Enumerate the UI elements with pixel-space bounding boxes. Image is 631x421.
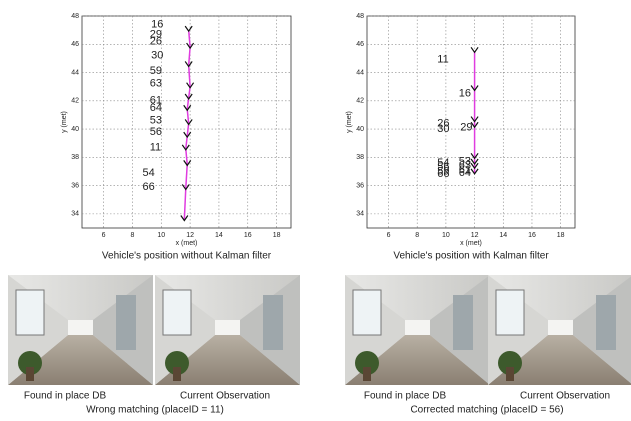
place-id-label: 16 — [151, 18, 163, 30]
y-tick-label: 36 — [356, 182, 364, 189]
place-id-label: 29 — [150, 28, 162, 40]
y-tick-label: 46 — [71, 41, 79, 48]
place-id-label: 63 — [459, 160, 471, 172]
panel-caption: Corrected matching (placeID = 56) — [410, 405, 563, 416]
y-tick-label: 46 — [356, 41, 364, 48]
photo-caption: Found in place DB — [364, 391, 447, 402]
position-marker — [470, 168, 479, 175]
place-id-label: 16 — [459, 88, 471, 100]
place-id-label: 26 — [437, 117, 449, 129]
position-marker — [181, 144, 190, 151]
x-tick-label: 14 — [215, 232, 223, 239]
place-id-label: 53 — [150, 114, 162, 126]
x-axis-label: x (met) — [176, 240, 198, 247]
y-tick-label: 44 — [71, 69, 79, 76]
photo — [344, 274, 491, 386]
place-id-label: 30 — [151, 49, 163, 61]
position-marker — [180, 215, 189, 222]
charts: 6 8 10 12 14 16 18 34 36 38 40 42 44 46 48 x (met) y (me… — [61, 13, 576, 262]
position-marker — [470, 158, 479, 166]
trajectory — [183, 30, 191, 220]
y-tick-label: 40 — [356, 126, 364, 133]
position-marker — [183, 131, 192, 139]
x-tick-label: 14 — [499, 232, 507, 239]
x-tick-label: 8 — [130, 232, 134, 239]
plot-area — [366, 15, 576, 229]
position-marker — [183, 104, 192, 112]
x-tick-label: 6 — [102, 232, 106, 239]
panel-caption: Wrong matching (placeID = 11) — [86, 405, 224, 416]
place-id-label: 56 — [150, 126, 162, 138]
place-id-label: 54 — [143, 167, 155, 179]
photo — [487, 274, 631, 386]
place-id-label: 26 — [150, 35, 162, 47]
x-tick-label: 12 — [471, 232, 479, 239]
y-tick-label: 44 — [356, 69, 364, 76]
place-id-label: 54 — [437, 157, 449, 169]
x-tick-label: 8 — [415, 232, 419, 239]
y-tick-label: 42 — [71, 98, 79, 105]
position-marker — [181, 184, 190, 191]
photo-caption: Found in place DB — [24, 391, 107, 402]
position-marker — [470, 162, 479, 170]
photo-caption: Current Observation — [520, 391, 610, 402]
position-marker — [470, 85, 479, 92]
y-axis-label: y (met) — [61, 111, 68, 133]
position-marker — [184, 61, 193, 68]
place-id-label: 61 — [150, 95, 162, 107]
position-marker — [183, 160, 192, 167]
y-tick-label: 34 — [71, 211, 79, 218]
y-tick-label: 40 — [71, 126, 79, 133]
chart-caption: Vehicle's position with Kalman filter — [393, 251, 549, 262]
y-tick-label: 38 — [356, 154, 364, 161]
position-marker — [470, 152, 479, 160]
place-id-label: 59 — [150, 65, 162, 77]
position-marker — [470, 116, 479, 123]
y-tick-label: 38 — [71, 154, 79, 161]
place-id-label: 11 — [437, 54, 448, 66]
photo-caption: Current Observation — [180, 391, 270, 402]
place-id-label: 29 — [460, 122, 472, 134]
y-axis-label: y (met) — [346, 111, 353, 133]
position-marker — [186, 82, 195, 89]
position-marker — [470, 121, 479, 129]
place-id-label: 66 — [437, 168, 449, 180]
y-tick-label: 42 — [356, 98, 364, 105]
chart: 6 8 10 12 14 16 18 34 36 38 40 42 44 46 48 x (met) y (me… — [61, 13, 292, 262]
place-id-label: 64 — [150, 102, 162, 114]
x-tick-label: 10 — [157, 232, 165, 239]
x-tick-label: 10 — [442, 232, 450, 239]
chart: 6 8 10 12 14 16 18 34 36 38 40 42 44 46 48 x (met) y (me… — [346, 13, 576, 262]
position-marker — [184, 119, 193, 126]
position-marker — [470, 46, 479, 54]
position-marker — [186, 42, 195, 50]
place-id-label: 63 — [150, 78, 162, 90]
place-id-label: 61 — [459, 164, 471, 176]
place-id-label: 30 — [437, 123, 449, 135]
place-id-label: 11 — [150, 141, 161, 153]
y-tick-label: 34 — [356, 211, 364, 218]
chart-caption: Vehicle's position without Kalman filter — [102, 251, 272, 262]
place-id-label: 56 — [437, 161, 449, 173]
y-tick-label: 48 — [356, 13, 364, 20]
place-id-label: 64 — [459, 167, 471, 179]
place-id-label: 66 — [143, 181, 155, 193]
x-axis-label: x (met) — [460, 240, 482, 247]
x-tick-label: 16 — [244, 232, 252, 239]
photo — [154, 274, 301, 386]
x-tick-label: 18 — [273, 232, 281, 239]
x-tick-label: 18 — [557, 232, 565, 239]
photo-panel: Found in place DB Current Observation Wr… — [7, 274, 631, 416]
x-tick-label: 16 — [528, 232, 536, 239]
x-tick-label: 6 — [387, 232, 391, 239]
y-tick-label: 48 — [71, 13, 79, 20]
photo — [7, 274, 154, 386]
place-id-label: 53 — [459, 155, 471, 167]
place-id-label: 59 — [437, 165, 449, 177]
position-marker — [184, 25, 193, 33]
y-tick-label: 36 — [71, 182, 79, 189]
position-marker — [184, 93, 193, 101]
x-tick-label: 12 — [186, 232, 194, 239]
